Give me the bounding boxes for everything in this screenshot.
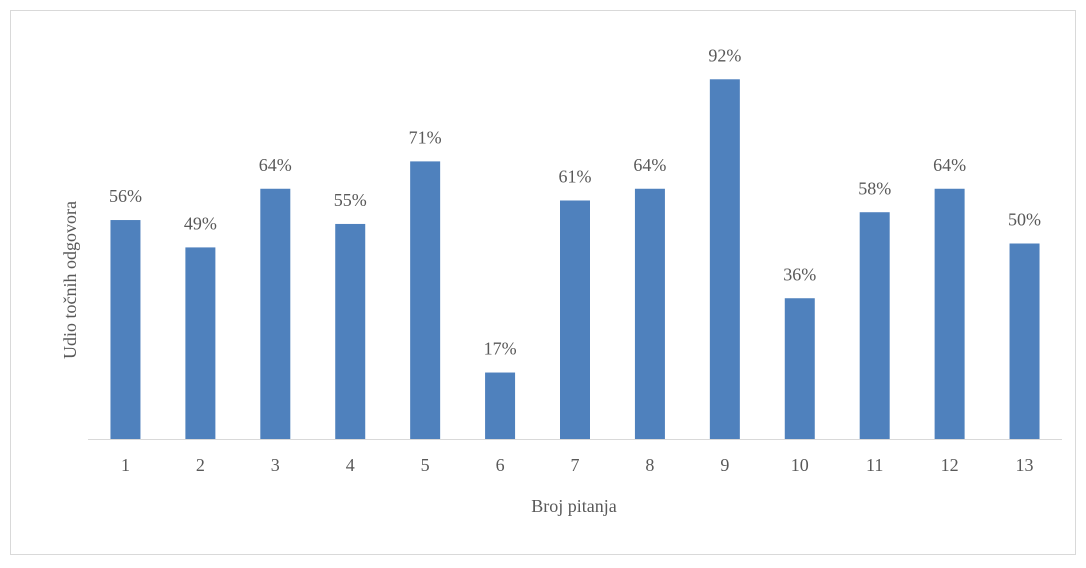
data-label: 64% (633, 155, 666, 175)
data-label: 71% (409, 128, 442, 148)
data-label: 50% (1008, 210, 1041, 230)
bar (934, 188, 965, 439)
bar (335, 223, 366, 439)
data-label: 49% (184, 214, 217, 234)
data-label: 56% (109, 186, 142, 206)
bar (185, 247, 216, 439)
y-axis-label: Udio točnih odgovora (60, 201, 80, 359)
x-tick-label: 1 (121, 455, 130, 475)
data-label: 55% (334, 190, 367, 210)
bar (784, 298, 815, 439)
bar (1009, 243, 1040, 439)
chart-frame (10, 10, 1076, 555)
bar (709, 79, 740, 439)
x-tick-label: 6 (496, 455, 505, 475)
x-tick-label: 9 (720, 455, 729, 475)
x-tick-label: 7 (571, 455, 580, 475)
x-axis-label: Broj pitanja (531, 496, 616, 516)
data-label: 36% (783, 264, 816, 284)
bar (560, 200, 590, 439)
bar (110, 220, 141, 439)
x-tick-label: 4 (346, 455, 355, 475)
bar (410, 161, 441, 439)
x-tick-label: 5 (421, 455, 430, 475)
bar (634, 188, 665, 439)
bar (859, 212, 890, 439)
x-tick-label: 13 (1016, 455, 1034, 475)
bar (260, 188, 291, 439)
x-tick-label: 8 (645, 455, 654, 475)
data-label: 61% (559, 167, 592, 187)
data-label: 64% (259, 155, 292, 175)
data-label: 17% (484, 339, 517, 359)
bar (485, 372, 516, 439)
data-label: 92% (708, 45, 741, 65)
data-label: 64% (933, 155, 966, 175)
x-tick-label: 11 (866, 455, 883, 475)
x-tick-label: 12 (941, 455, 959, 475)
data-label: 58% (858, 178, 891, 198)
x-tick-label: 3 (271, 455, 280, 475)
x-tick-label: 2 (196, 455, 205, 475)
x-tick-label: 10 (791, 455, 809, 475)
